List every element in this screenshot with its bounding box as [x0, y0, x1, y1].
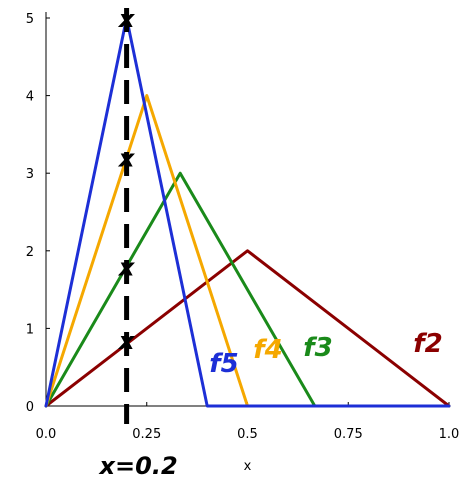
x-axis-title: x: [244, 459, 252, 474]
vertical-line-label: x=0.2: [99, 452, 178, 480]
series-group: [44, 16, 451, 408]
y-tick-label: 5: [26, 12, 34, 27]
series-label-f2: f2: [413, 329, 442, 359]
y-tick-label: 3: [26, 167, 34, 182]
x-tick-label: 0.75: [334, 427, 363, 442]
series-label-f4: f4: [253, 335, 282, 365]
series-line-f2: [44, 249, 451, 408]
y-tick-label: 0: [26, 400, 34, 415]
y-tick-label: 2: [26, 245, 34, 260]
series-line-f5: [44, 16, 451, 408]
marker-x: x: [118, 253, 136, 281]
y-tick-label: 4: [26, 90, 34, 105]
annotations-group: x x x x x=0.2 f5 f4 f3 f2: [99, 5, 443, 480]
series-label-f5: f5: [209, 349, 238, 379]
marker-x: x: [118, 5, 136, 33]
marker-x: x: [118, 327, 136, 355]
x-tick-label: 1.0: [439, 427, 460, 442]
x-tick-label: 0.25: [132, 427, 161, 442]
series-label-f3: f3: [303, 333, 332, 363]
axes: 0 1 2 3 4 5 0.0 0.25 0.5 0.75 1.0 x: [26, 12, 460, 474]
series-line-f3: [44, 171, 451, 408]
x-tick-label: 0.5: [237, 427, 258, 442]
marker-x: x: [118, 145, 136, 173]
x-tick-label: 0.0: [36, 427, 57, 442]
y-tick-label: 1: [26, 322, 34, 337]
